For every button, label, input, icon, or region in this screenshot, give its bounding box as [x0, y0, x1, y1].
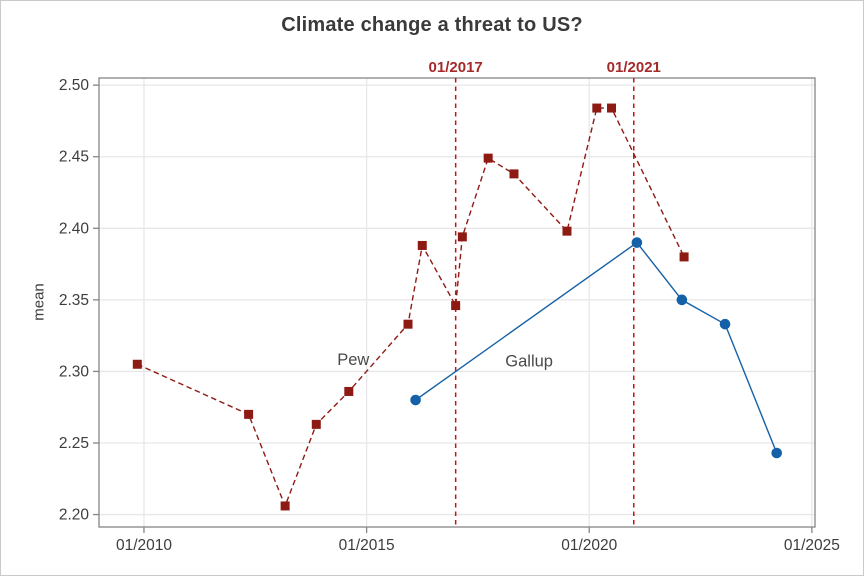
marker-gallup [719, 318, 731, 330]
annotation-pew: Pew [337, 351, 369, 369]
marker-pew [679, 252, 689, 262]
marker-pew [451, 301, 461, 311]
x-tick-label: 01/2020 [561, 537, 617, 554]
marker-pew [403, 319, 413, 329]
marker-gallup [676, 294, 688, 306]
marker-pew [483, 153, 493, 163]
marker-pew [607, 103, 617, 113]
y-tick-label: 2.45 [59, 149, 89, 166]
x-tick-label: 01/2010 [116, 537, 172, 554]
series-line-pew [137, 107, 685, 508]
y-tick-label: 2.25 [59, 435, 89, 452]
marker-pew [344, 386, 354, 396]
y-tick-label: 2.20 [59, 507, 90, 524]
plot-border [98, 77, 816, 528]
marker-gallup [631, 237, 643, 248]
marker-gallup [410, 394, 421, 406]
x-tick-label: 01/2015 [339, 537, 395, 554]
marker-pew [592, 103, 602, 113]
y-tick-label: 2.40 [59, 220, 90, 237]
y-tick-label: 2.30 [59, 363, 90, 380]
marker-pew [311, 419, 321, 429]
marker-pew [417, 240, 427, 250]
series-line-gallup [415, 241, 778, 454]
x-tick-label: 01/2025 [784, 537, 840, 554]
y-tick-label: 2.35 [59, 292, 89, 309]
chart-title: Climate change a threat to US? [281, 14, 583, 36]
marker-pew [280, 501, 290, 511]
marker-pew [509, 169, 519, 179]
marker-pew [132, 359, 142, 369]
reference-line-label: 01/2017 [429, 59, 483, 76]
marker-pew [562, 226, 572, 236]
marker-gallup [771, 447, 783, 459]
reference-line-label: 01/2021 [607, 59, 661, 76]
annotation-gallup: Gallup [505, 352, 553, 370]
marker-pew [244, 409, 254, 419]
marker-pew [457, 232, 467, 242]
y-tick-label: 2.50 [59, 77, 90, 94]
